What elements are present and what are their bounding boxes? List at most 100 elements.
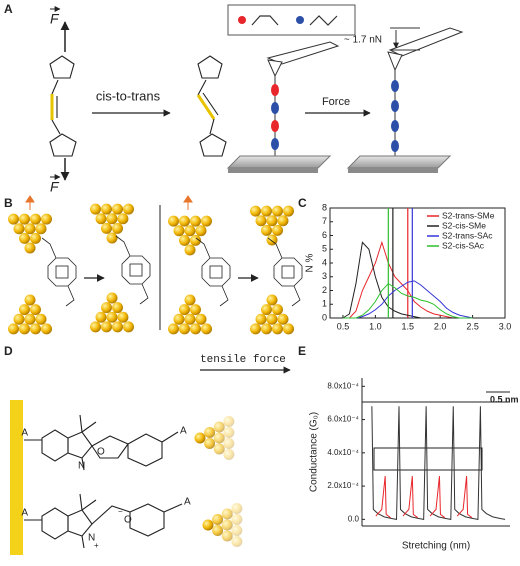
gold-atom [117, 311, 129, 323]
gold-atom [41, 323, 52, 335]
gold-atom [255, 313, 267, 325]
x-axis-label: Stretching (nm) [402, 541, 470, 552]
gold-atom [95, 311, 107, 323]
gold-atom [223, 416, 235, 427]
gold-atom [201, 215, 212, 227]
gold-atom [223, 449, 235, 460]
gold-atom [231, 536, 243, 547]
gold-atom [179, 215, 190, 227]
series-line [402, 476, 419, 519]
gold-atom [19, 213, 30, 225]
series-line [371, 406, 506, 520]
gold-atom [30, 323, 41, 335]
gold-atom [277, 313, 289, 325]
gold-atom [179, 323, 190, 335]
gold-atom [184, 244, 196, 256]
gold-atom [101, 302, 112, 314]
x-tick-label: 2.5 [466, 321, 479, 331]
gold-atom [95, 213, 107, 225]
anchor-label: A [180, 426, 187, 437]
gold-atom [106, 292, 118, 304]
atom-label: O [97, 447, 105, 458]
panel-label: E [298, 344, 306, 358]
y-tick-label: 4.0x10⁻⁴ [327, 448, 359, 457]
molecule-open [24, 493, 183, 549]
gold-atom [213, 443, 225, 455]
anchor-label: A [184, 497, 191, 508]
gold-atom [231, 503, 243, 514]
gold-atom [112, 321, 123, 333]
gold-atom [168, 323, 179, 335]
gold-cluster [8, 294, 52, 335]
ring [273, 257, 303, 287]
gold-atom [19, 304, 30, 316]
y-axis-label: N % [305, 253, 316, 272]
x-tick-label: 3.0 [499, 321, 512, 331]
gold-atom [221, 508, 233, 520]
gold-atom [266, 215, 278, 227]
gold-atom [123, 321, 134, 333]
series-line [429, 476, 446, 519]
gold-atom [101, 203, 112, 215]
linker [115, 235, 149, 305]
panel-label: B [4, 196, 13, 210]
porphyrin [195, 237, 231, 307]
gold-atom [277, 215, 289, 227]
gold-atom [272, 304, 283, 316]
gold-atom [8, 213, 19, 225]
gold-atom [201, 323, 212, 335]
gold-atom [184, 225, 196, 237]
series-line [375, 476, 391, 519]
gold-cluster [202, 503, 243, 547]
y-tick-label: 1 [322, 299, 327, 309]
gold-atom [283, 205, 294, 217]
panel-label: A [4, 2, 13, 16]
gold-cluster [250, 205, 294, 246]
gold-atom [168, 215, 179, 227]
electrode [10, 400, 23, 555]
y-tick-label: 8.0x10⁻⁴ [327, 381, 359, 390]
y-tick-label: 3 [322, 271, 327, 281]
series-line [342, 280, 473, 319]
gold-cluster [90, 292, 134, 333]
gold-atom [41, 213, 52, 225]
afm-before [226, 41, 340, 173]
ring [209, 265, 223, 279]
gold-atom [184, 294, 196, 306]
ring [281, 265, 295, 279]
gold-atom [13, 223, 25, 235]
afm-after [346, 27, 464, 173]
gold-cluster [168, 294, 212, 335]
y-tick-label: 8 [322, 202, 327, 212]
force-value: ~ 1.7 nN [344, 35, 382, 46]
x-tick-label: 1.0 [369, 321, 382, 331]
ring [129, 263, 143, 277]
gold-atom [106, 213, 118, 225]
gold-atom [24, 313, 36, 325]
gold-atom [123, 203, 134, 215]
porphyrin [267, 237, 303, 307]
ring [55, 265, 69, 279]
y-tick-label: 4 [322, 257, 327, 267]
gold-atom [231, 525, 243, 536]
gold-atom [194, 432, 206, 444]
gold-atom [173, 225, 185, 237]
gold-atom [195, 313, 207, 325]
gold-atom [190, 234, 201, 246]
gold-atom [195, 225, 207, 237]
ring [47, 257, 77, 287]
gold-atom [261, 205, 272, 217]
x-tick-label: 0.5 [337, 321, 350, 331]
gold-atom [35, 313, 47, 325]
gold-atom [231, 514, 243, 525]
ring [201, 257, 231, 287]
linker [267, 237, 301, 307]
porphyrin [41, 237, 77, 307]
series-line [342, 282, 473, 319]
gold-atom [101, 222, 112, 234]
y-tick-label: 7 [322, 216, 327, 226]
gold-atom [179, 234, 190, 246]
gold-atom [261, 323, 272, 335]
gold-atom [90, 203, 101, 215]
